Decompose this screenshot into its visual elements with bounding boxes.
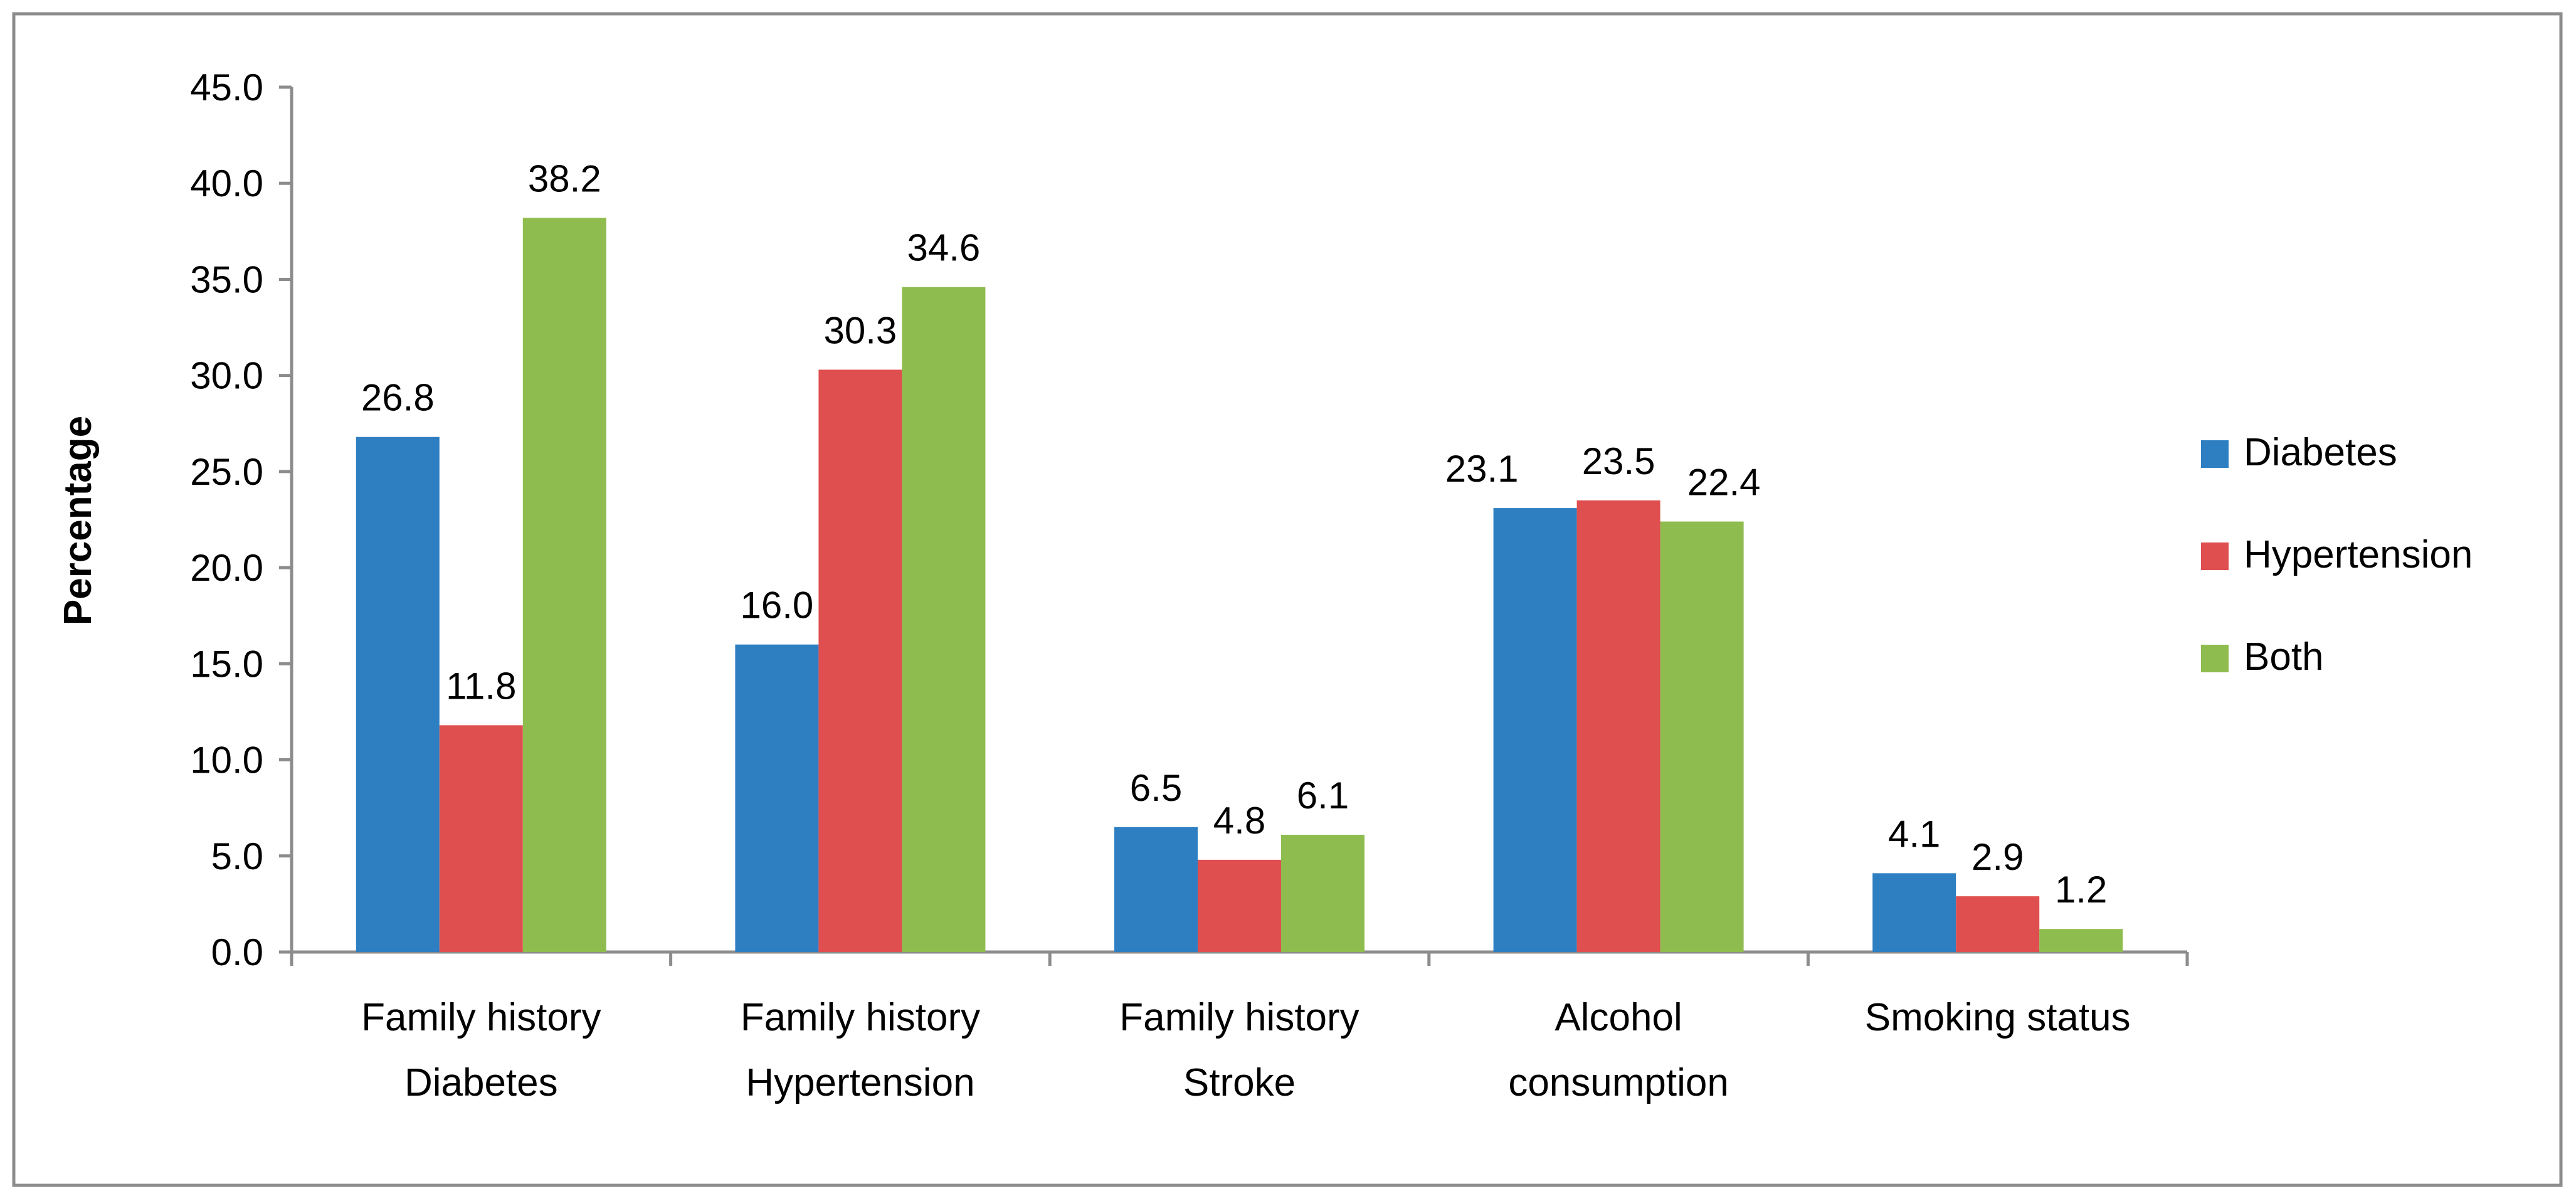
data-label: 16.0	[741, 585, 814, 627]
legend: Diabetes Hypertension Both	[2201, 431, 2473, 679]
y-axis: 0.0 5.0 10.0 15.0 20.0 25.0 30.0 35.0 40.0 45.0	[190, 66, 293, 973]
x-category-label: Family history	[741, 996, 980, 1039]
data-label: 4.1	[1888, 813, 1940, 855]
bar-diabetes	[1114, 827, 1198, 952]
x-category-label: consumption	[1508, 1061, 1729, 1104]
bar-hypertension	[818, 369, 902, 952]
y-tick-label: 20.0	[190, 547, 263, 589]
bar-both	[1281, 835, 1365, 952]
data-label: 38.2	[528, 157, 601, 199]
y-tick-label: 5.0	[211, 835, 263, 877]
data-label: 30.3	[824, 309, 897, 351]
legend-swatch	[2201, 645, 2229, 672]
y-tick-label: 35.0	[190, 258, 263, 300]
bar-both	[902, 287, 986, 953]
y-tick-label: 10.0	[190, 739, 263, 781]
data-label: 23.5	[1582, 440, 1655, 482]
bar-diabetes	[735, 644, 819, 952]
bar-hypertension	[1956, 896, 2040, 952]
data-label: 34.6	[907, 227, 981, 269]
data-label: 4.8	[1213, 800, 1265, 842]
data-label: 22.4	[1687, 462, 1761, 504]
x-category-label: Alcohol	[1555, 996, 1682, 1039]
data-label-group: 26.8 16.0 6.5 23.1 4.1 11.8 30.3 4.8 23.5 2.9 38.2…	[361, 157, 2108, 911]
legend-swatch	[2201, 542, 2229, 570]
bar-both	[1660, 521, 1744, 952]
legend-swatch	[2201, 440, 2229, 468]
x-category-label: Family history	[361, 996, 601, 1039]
data-label: 6.1	[1297, 775, 1349, 817]
y-tick-label: 45.0	[190, 66, 263, 108]
bar-diabetes	[1493, 508, 1577, 952]
bar-hypertension	[1576, 500, 1660, 952]
y-tick-label: 0.0	[211, 931, 263, 973]
bar-diabetes	[1872, 873, 1956, 952]
bar-series-group	[356, 218, 2123, 953]
y-tick-label: 30.0	[190, 355, 263, 397]
data-label: 6.5	[1130, 767, 1182, 809]
legend-label: Diabetes	[2244, 431, 2397, 474]
legend-label: Hypertension	[2244, 533, 2473, 576]
x-category-label: Family history	[1119, 996, 1359, 1039]
bar-diabetes	[356, 436, 440, 952]
data-label: 23.1	[1445, 448, 1519, 490]
x-category-label: Hypertension	[746, 1061, 974, 1104]
y-tick-label: 25.0	[190, 451, 263, 493]
bar-hypertension	[1198, 859, 1281, 952]
y-axis-title: Percentage	[56, 416, 100, 625]
x-category-label: Smoking status	[1865, 996, 2131, 1039]
x-category-label: Stroke	[1183, 1061, 1296, 1104]
y-tick-label: 40.0	[190, 162, 263, 204]
data-label: 11.8	[446, 665, 516, 707]
bar-both	[522, 218, 606, 953]
bar-hypertension	[439, 725, 523, 952]
x-category-label: Diabetes	[404, 1061, 558, 1104]
bar-both	[2039, 929, 2123, 952]
y-tick-label: 15.0	[190, 643, 263, 685]
data-label: 1.2	[2055, 869, 2107, 911]
data-label: 26.8	[361, 377, 435, 419]
legend-label: Both	[2244, 635, 2324, 679]
data-label: 2.9	[1972, 836, 2024, 878]
